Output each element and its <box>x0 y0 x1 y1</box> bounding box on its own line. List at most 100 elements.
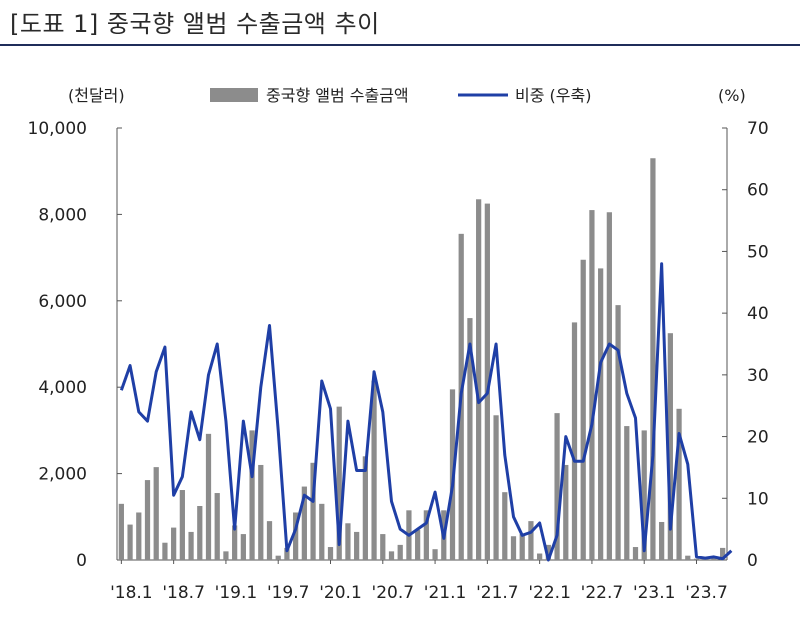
export-bar <box>598 268 604 560</box>
right-tick-label: 70 <box>747 119 769 139</box>
x-tick-label: '21.1 <box>424 583 467 603</box>
export-bar <box>571 322 578 560</box>
export-bar <box>484 203 490 560</box>
export-bar <box>685 555 691 560</box>
export-bar <box>240 534 246 560</box>
export-bar <box>232 525 238 560</box>
right-tick-label: 50 <box>747 242 769 262</box>
export-bar <box>397 544 403 560</box>
export-bar <box>284 547 290 560</box>
export-bar <box>118 503 124 560</box>
export-bar <box>615 305 621 560</box>
export-bar <box>301 486 307 560</box>
x-tick-label: '22.1 <box>528 583 571 603</box>
export-bar <box>720 547 726 560</box>
right-tick-label: 10 <box>747 489 769 509</box>
export-bar <box>537 553 543 560</box>
export-bar <box>214 493 220 560</box>
export-bar <box>519 534 525 560</box>
export-bar <box>293 512 299 560</box>
export-bar <box>545 544 551 560</box>
right-tick-label: 0 <box>747 551 758 571</box>
export-bar <box>310 462 316 560</box>
export-bar <box>554 413 560 560</box>
export-bar <box>476 199 482 560</box>
legend-line-label: 비중 (우축) <box>515 86 591 105</box>
legend-bar-swatch <box>210 88 258 102</box>
export-bar <box>659 521 665 560</box>
x-tick-label: '23.1 <box>633 583 676 603</box>
right-axis-unit: (%) <box>718 86 746 105</box>
export-bar <box>223 551 229 560</box>
right-tick-label: 60 <box>747 181 769 201</box>
export-bar <box>197 506 203 560</box>
x-tick-label: '19.1 <box>215 583 258 603</box>
export-bar <box>249 430 255 560</box>
x-tick-label: '18.1 <box>110 583 153 603</box>
export-bar <box>127 524 133 560</box>
export-bar <box>188 531 194 560</box>
left-tick-label: 10,000 <box>28 119 87 139</box>
x-tick-label: '20.1 <box>319 583 362 603</box>
export-bar <box>319 503 325 560</box>
export-bar <box>493 415 499 560</box>
export-bar <box>510 536 517 560</box>
export-bar <box>380 534 386 560</box>
export-bar <box>667 333 673 560</box>
title-divider <box>0 44 800 46</box>
export-bar <box>693 558 700 560</box>
export-bar <box>563 464 569 560</box>
export-bar <box>162 542 168 560</box>
export-bar <box>641 430 647 560</box>
export-bar <box>388 551 395 560</box>
export-bar <box>502 492 508 560</box>
left-tick-label: 0 <box>76 551 87 571</box>
left-tick-label: 8,000 <box>38 205 87 225</box>
export-bar <box>606 212 612 561</box>
export-bar <box>266 521 273 560</box>
x-tick-label: '22.7 <box>581 583 624 603</box>
share-line <box>119 262 733 562</box>
export-bar <box>336 406 342 560</box>
x-tick-label: '21.7 <box>476 583 519 603</box>
export-bar <box>589 210 595 560</box>
x-tick-label: '23.7 <box>685 583 728 603</box>
left-tick-label: 6,000 <box>38 292 87 312</box>
export-bar <box>371 380 377 560</box>
export-bar <box>153 467 159 560</box>
export-bar <box>362 456 368 560</box>
export-bar <box>528 521 534 560</box>
x-tick-label: '19.7 <box>267 583 310 603</box>
right-tick-label: 20 <box>747 428 769 448</box>
export-bar <box>624 426 630 560</box>
export-bar <box>467 318 473 560</box>
export-bar <box>650 158 656 561</box>
right-tick-label: 40 <box>747 304 769 324</box>
export-bar <box>136 512 142 560</box>
export-bar <box>632 547 639 560</box>
legend: 중국향 앨범 수출금액 비중 (우축) <box>210 86 591 105</box>
x-tick-label: '18.7 <box>162 583 205 603</box>
export-bar <box>258 464 264 560</box>
legend-bar-label: 중국향 앨범 수출금액 <box>266 86 409 105</box>
export-bar <box>432 549 438 560</box>
export-bar <box>275 555 281 560</box>
export-bar <box>415 529 421 560</box>
export-bar <box>179 490 185 560</box>
left-tick-label: 4,000 <box>38 378 87 398</box>
left-axis-unit: (천달러) <box>68 86 125 105</box>
page-title: [도표 1] 중국향 앨범 수출금액 추이 <box>10 10 380 38</box>
export-bar <box>711 557 717 560</box>
export-bar <box>171 527 177 560</box>
right-tick-label: 30 <box>747 366 769 386</box>
export-bar <box>205 433 212 560</box>
export-bar <box>144 480 151 560</box>
left-tick-label: 2,000 <box>38 465 87 485</box>
export-bar <box>345 523 351 560</box>
export-bar <box>676 408 682 560</box>
export-bar <box>327 547 334 560</box>
export-bar <box>354 531 360 560</box>
export-bar <box>423 510 429 560</box>
export-bar <box>580 259 586 560</box>
